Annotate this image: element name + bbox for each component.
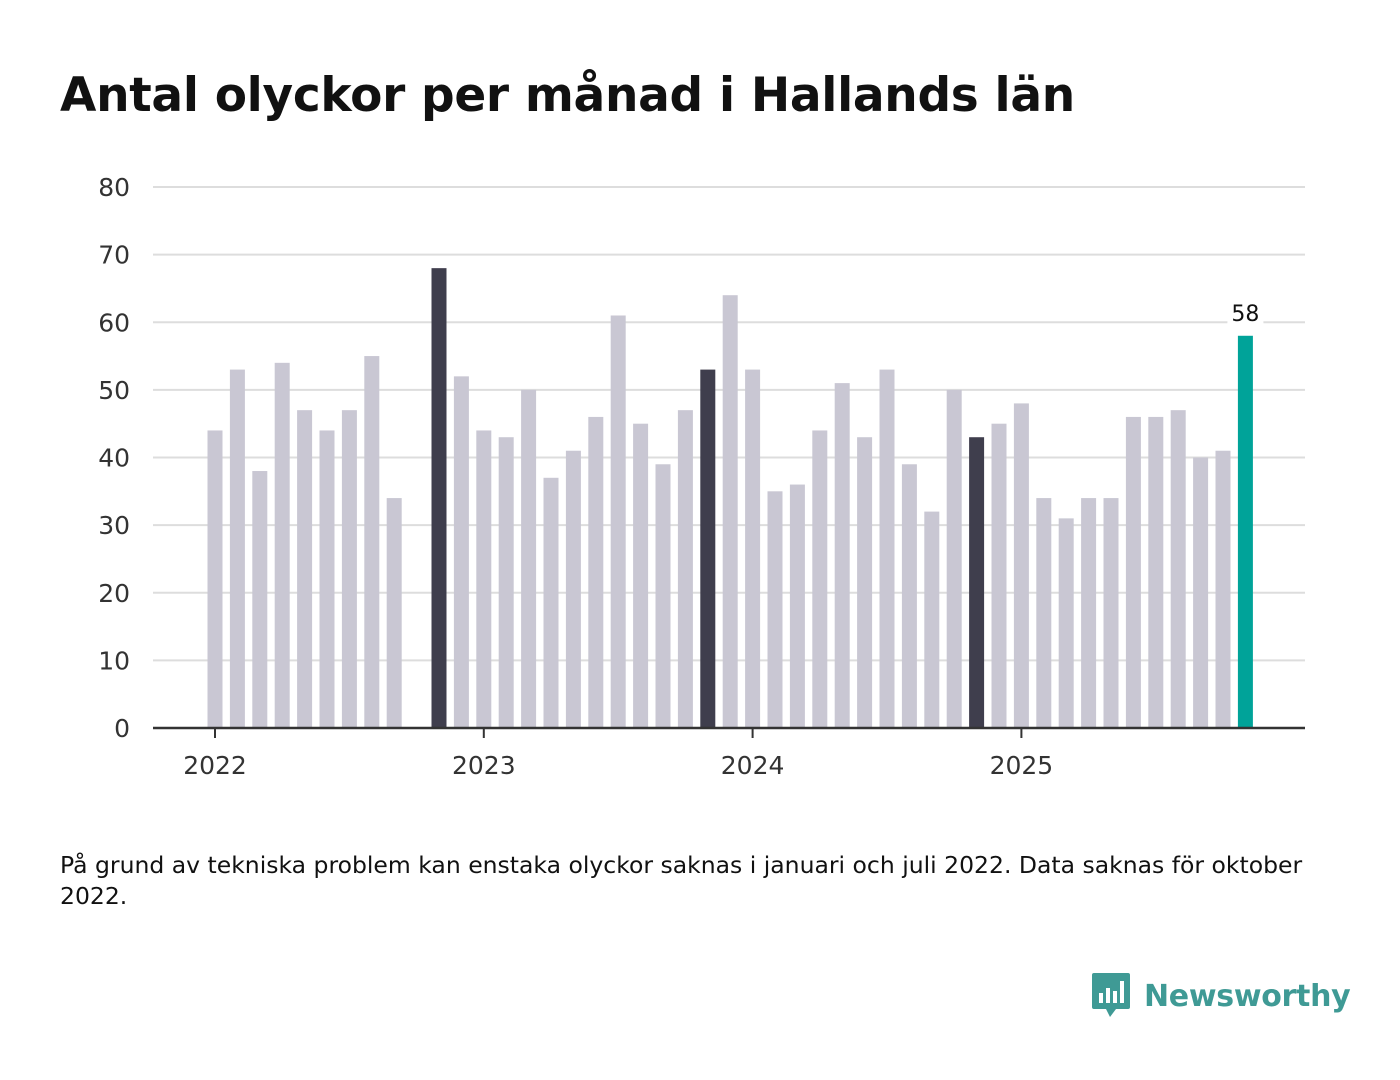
bars — [207, 268, 1253, 728]
bar — [745, 369, 761, 728]
bar — [297, 410, 313, 728]
bar — [1237, 335, 1253, 728]
bar — [229, 369, 245, 728]
y-tick-label: 80 — [98, 173, 130, 202]
y-tick-label: 60 — [98, 308, 130, 337]
bar — [1013, 403, 1029, 728]
bar — [991, 423, 1007, 728]
bar — [610, 315, 626, 728]
bar — [565, 450, 581, 728]
bar — [1103, 498, 1119, 728]
brand-name: Newsworthy — [1144, 978, 1351, 1014]
bar — [476, 430, 492, 728]
y-tick-label: 70 — [98, 241, 130, 270]
bar — [386, 498, 402, 728]
bar — [1193, 457, 1209, 728]
bar-labels: 58 — [1227, 299, 1264, 327]
bar — [1036, 498, 1052, 728]
bar — [946, 389, 962, 728]
bar — [1215, 450, 1231, 728]
bar — [789, 484, 805, 728]
y-tick-label: 10 — [98, 646, 130, 675]
bar — [969, 437, 985, 728]
bar — [834, 383, 850, 728]
bar — [364, 356, 380, 728]
bar — [1125, 416, 1141, 728]
y-axis-ticks: 0 10 20 30 40 50 60 70 80 — [98, 173, 130, 743]
bar — [521, 389, 537, 728]
y-tick-label: 50 — [98, 376, 130, 405]
x-tick-label: 2022 — [183, 751, 247, 780]
bar — [1170, 410, 1186, 728]
bar — [1081, 498, 1097, 728]
y-tick-label: 40 — [98, 444, 130, 473]
bar — [319, 430, 335, 728]
newsworthy-logo-icon — [1092, 973, 1130, 1017]
bar — [722, 295, 738, 728]
bar — [901, 464, 917, 728]
bar — [857, 437, 873, 728]
bar — [207, 430, 223, 728]
chart-title: Antal olyckor per månad i Hallands län — [60, 68, 1075, 123]
bar — [498, 437, 514, 728]
bar — [543, 477, 559, 728]
x-tick-label: 2024 — [721, 751, 785, 780]
bar — [588, 416, 604, 728]
bar — [431, 268, 447, 728]
bar — [633, 423, 649, 728]
bar — [655, 464, 671, 728]
bar — [924, 511, 940, 728]
x-tick-label: 2023 — [452, 751, 516, 780]
bar-value-label: 58 — [1231, 302, 1259, 327]
bar — [767, 491, 783, 728]
footnote: På grund av tekniska problem kan enstaka… — [60, 851, 1303, 910]
x-axis-ticks: 2022 2023 2024 2025 — [183, 728, 1053, 780]
bar — [700, 369, 716, 728]
y-tick-label: 0 — [114, 714, 130, 743]
bar — [341, 410, 357, 728]
bar — [1148, 416, 1164, 728]
bar-label-bg — [1227, 299, 1264, 326]
y-tick-label: 30 — [98, 511, 130, 540]
y-tick-label: 20 — [98, 579, 130, 608]
bar-chart: 0 10 20 30 40 50 60 70 80 58 2022 2023 2024 2025 — [98, 173, 1305, 780]
bar — [677, 410, 693, 728]
bar — [1058, 518, 1074, 728]
bar — [274, 362, 290, 728]
brand-logo: Newsworthy — [1090, 968, 1351, 1024]
bar — [453, 376, 469, 728]
bar — [812, 430, 828, 728]
x-tick-label: 2025 — [990, 751, 1054, 780]
bar — [879, 369, 895, 728]
bar — [252, 471, 268, 728]
